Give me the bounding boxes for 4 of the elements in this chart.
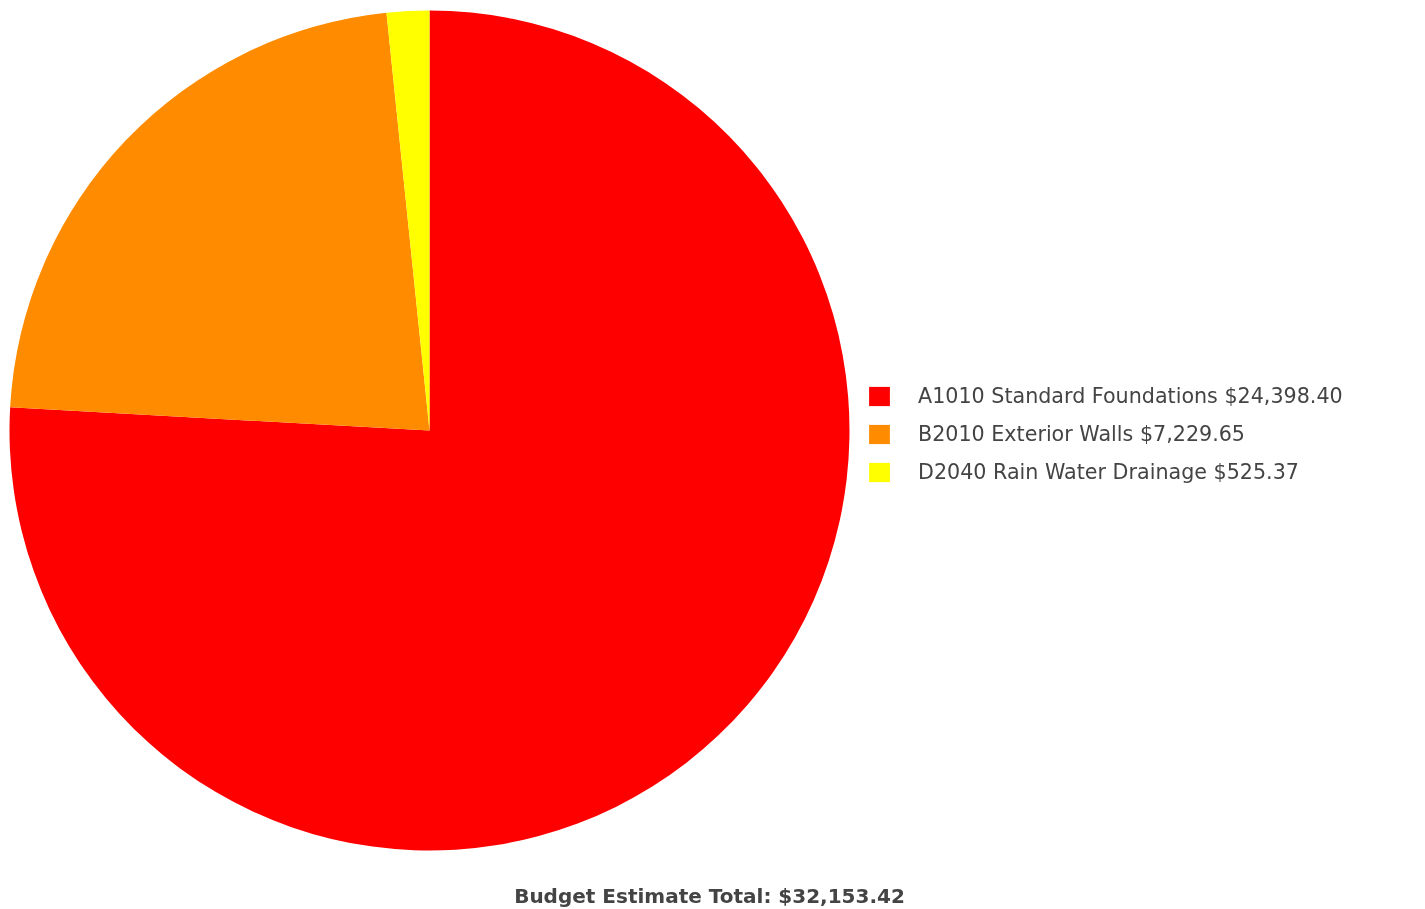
text: Budget Estimate Total: $32,153.42 <box>514 883 905 908</box>
legend-label: A1010 Standard Foundations $24,398.40 <box>918 384 1343 408</box>
legend-label: B2010 Exterior Walls $7,229.65 <box>918 422 1246 446</box>
legend-label: D2040 Rain Water Drainage $525.37 <box>918 460 1299 484</box>
